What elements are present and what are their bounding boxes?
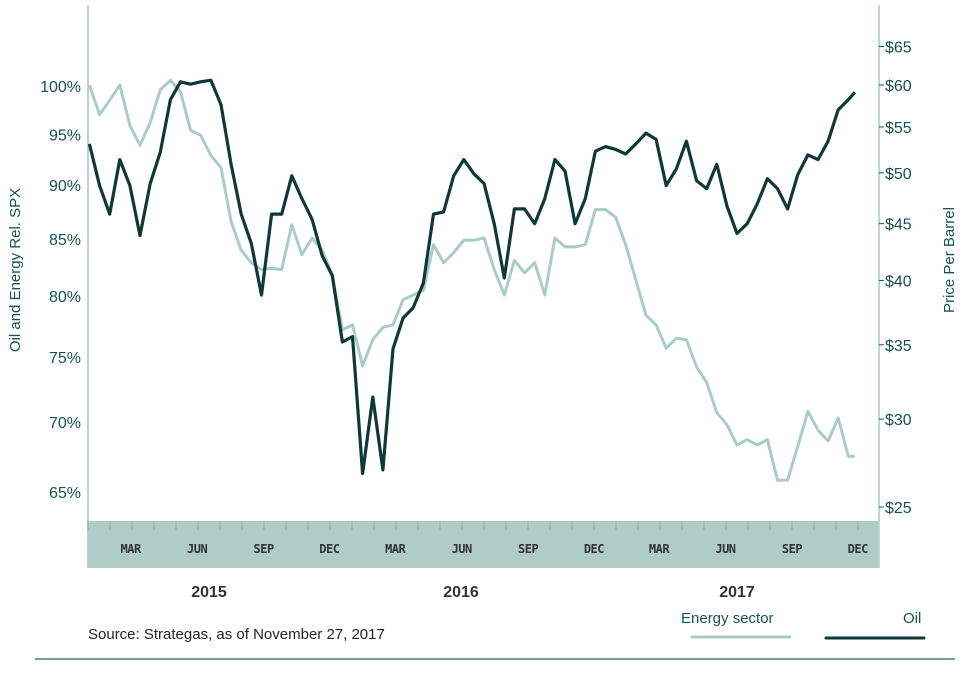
source-note: Source: Strategas, as of November 27, 20…: [88, 626, 385, 643]
left-tick-label: 70%: [49, 415, 81, 432]
year-label: 2015: [191, 584, 227, 601]
x-tick-label: JUN: [187, 542, 207, 556]
x-tick-label: JUN: [452, 542, 472, 556]
x-tick-label: JUN: [715, 542, 735, 556]
year-label: 2017: [719, 584, 755, 601]
x-tick-label: DEC: [584, 542, 604, 556]
legend-energy-label: Energy sector: [681, 610, 774, 627]
left-axis-title: Oil and Energy Rel. SPX: [7, 188, 24, 352]
right-tick-label: $45: [885, 217, 912, 234]
x-tick-label: MAR: [385, 542, 406, 556]
legend-oil-label: Oil: [903, 610, 922, 627]
left-tick-label: 80%: [49, 289, 81, 306]
x-tick-label: SEP: [518, 542, 538, 556]
x-tick-label: SEP: [782, 542, 802, 556]
left-tick-label: 85%: [49, 232, 81, 249]
right-tick-label: $30: [885, 412, 912, 429]
right-tick-label: $55: [885, 120, 912, 137]
x-tick-label: SEP: [254, 542, 274, 556]
oil-series-line: [87, 78, 857, 476]
x-tick-label: MAR: [121, 542, 142, 556]
x-tick-label: MAR: [649, 542, 670, 556]
x-tick-label: DEC: [319, 542, 339, 556]
right-tick-label: $25: [885, 500, 912, 517]
energy-series-line: [87, 78, 855, 482]
left-tick-label: 90%: [49, 178, 81, 195]
year-label: 2016: [443, 584, 479, 601]
left-tick-label: 65%: [49, 485, 81, 502]
left-tick-label: 100%: [40, 79, 81, 96]
right-tick-label: $65: [885, 39, 912, 56]
right-tick-label: $60: [885, 78, 912, 95]
right-tick-label: $35: [885, 338, 912, 355]
left-tick-label: 75%: [49, 350, 81, 367]
x-tick-label: DEC: [848, 542, 868, 556]
right-axis-title: Price Per Barrel: [941, 207, 958, 313]
right-tick-label: $50: [885, 166, 912, 183]
left-tick-label: 95%: [49, 127, 81, 144]
right-tick-label: $40: [885, 273, 912, 290]
